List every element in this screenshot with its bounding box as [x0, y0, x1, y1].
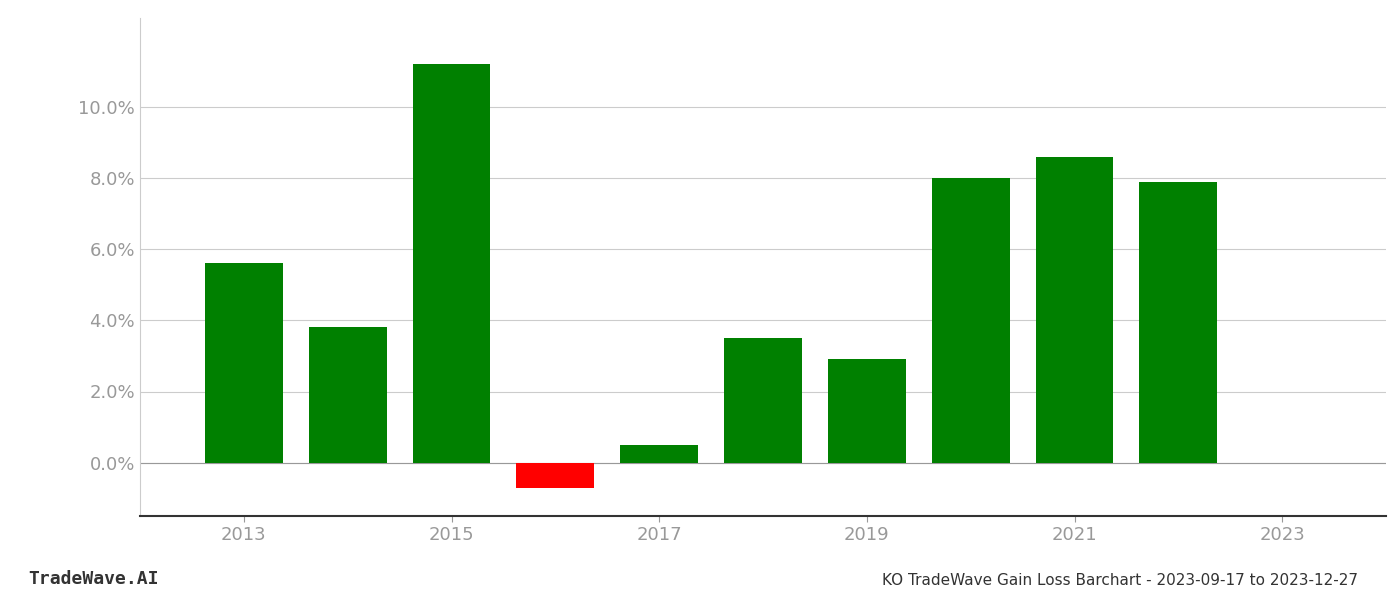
Bar	[1036, 157, 1113, 463]
Bar	[620, 445, 699, 463]
Bar	[932, 178, 1009, 463]
Bar	[724, 338, 802, 463]
Bar	[204, 263, 283, 463]
Bar	[827, 359, 906, 463]
Bar	[517, 463, 594, 488]
Bar	[309, 328, 386, 463]
Bar	[1140, 182, 1217, 463]
Bar	[413, 64, 490, 463]
Text: TradeWave.AI: TradeWave.AI	[28, 570, 158, 588]
Text: KO TradeWave Gain Loss Barchart - 2023-09-17 to 2023-12-27: KO TradeWave Gain Loss Barchart - 2023-0…	[882, 573, 1358, 588]
